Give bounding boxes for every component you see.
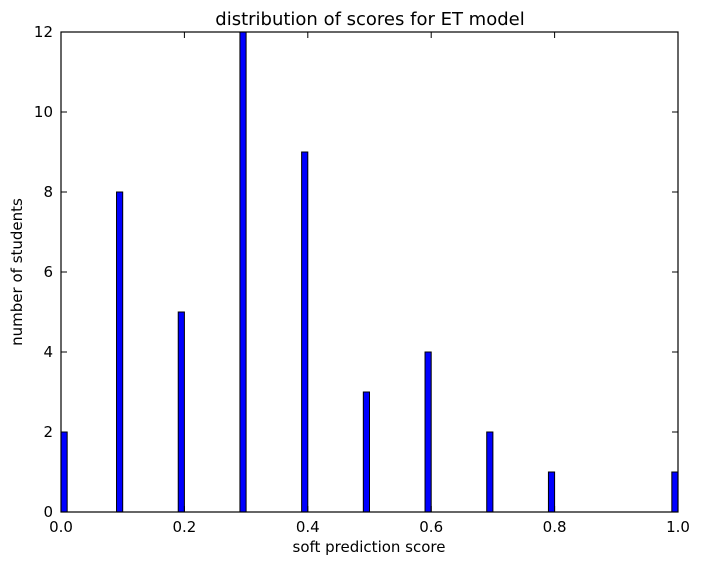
histogram-bar [671, 471, 679, 513]
y-tick-label: 6 [43, 263, 53, 281]
histogram-bar [486, 431, 494, 513]
histogram-bar [362, 391, 370, 513]
x-tick-label: 0.0 [49, 518, 73, 536]
histogram-bar [60, 431, 68, 513]
bars-layer [60, 31, 679, 513]
x-axis-label: soft prediction score [293, 538, 446, 556]
histogram-bar [177, 311, 185, 513]
y-tick-label: 4 [43, 343, 53, 361]
histogram-bar [547, 471, 556, 513]
x-tick-label: 1.0 [666, 518, 690, 536]
histogram-bar [424, 351, 432, 513]
histogram-bar [239, 31, 247, 513]
chart-title: distribution of scores for ET model [215, 9, 524, 30]
x-tick-label: 0.4 [296, 518, 320, 536]
x-tick-label: 0.2 [172, 518, 196, 536]
y-tick-label: 2 [43, 423, 53, 441]
y-tick-label: 10 [34, 103, 53, 121]
y-axis-label: number of students [8, 198, 26, 346]
histogram-bar [301, 151, 309, 513]
y-tick-label: 12 [34, 23, 53, 41]
histogram-bar [116, 191, 124, 513]
x-tick-label: 0.6 [419, 518, 443, 536]
tick-labels-layer: 0.0 0.2 0.4 0.6 0.8 1.0 0 2 4 6 8 10 12 [34, 23, 690, 536]
ticks-layer [60, 31, 679, 513]
y-tick-label: 8 [43, 183, 53, 201]
x-tick-label: 0.8 [543, 518, 567, 536]
y-tick-label: 0 [43, 503, 53, 521]
